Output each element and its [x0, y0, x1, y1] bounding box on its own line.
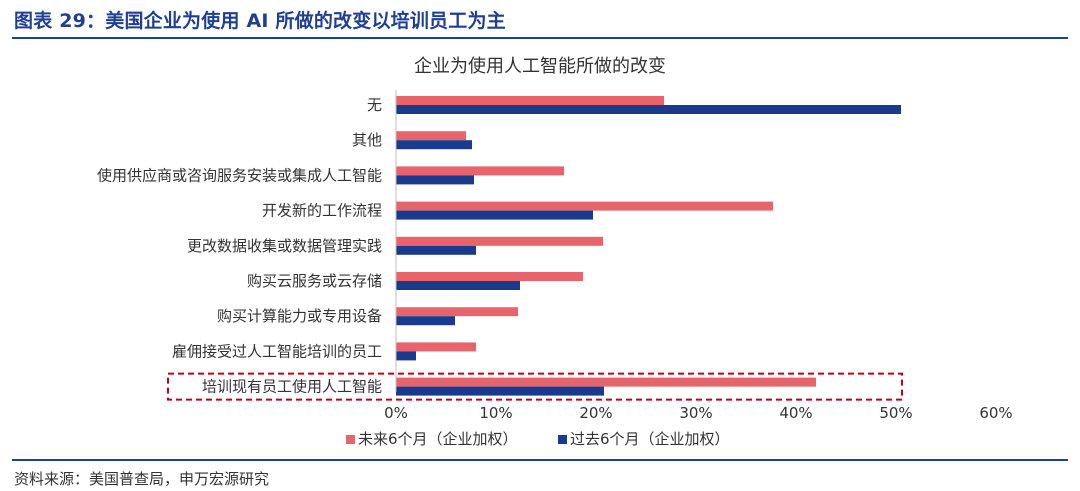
- figure-title: 图表 29：美国企业为使用 AI 所做的改变以培训员工为主: [14, 10, 506, 32]
- legend-label-0: 未来6个月（企业加权）: [358, 430, 518, 448]
- bar-chart: 企业为使用人工智能所做的改变 无其他使用供应商或咨询服务安装或集成人工智能开发新…: [97, 56, 1013, 448]
- category-label-8: 培训现有员工使用人工智能: [202, 378, 382, 396]
- bar-future-5: [396, 272, 583, 281]
- bar-past-6: [396, 316, 455, 326]
- category-label-5: 购买云服务或云存储: [247, 272, 382, 290]
- category-labels: 无其他使用供应商或咨询服务安装或集成人工智能开发新的工作流程更改数据收集或数据管…: [97, 96, 382, 396]
- category-label-3: 开发新的工作流程: [262, 202, 382, 220]
- legend-label-1: 过去6个月（企业加权）: [570, 430, 730, 448]
- bar-future-0: [396, 96, 664, 105]
- x-tick-label-0: 0%: [384, 404, 408, 422]
- x-tick-labels: 0% 10% 20% 30% 40% 50% 60%: [384, 404, 1013, 422]
- bar-past-7: [396, 351, 416, 361]
- title-rule: [12, 37, 1068, 39]
- legend-swatch-1: [558, 435, 567, 444]
- x-tick-label-4: 40%: [779, 404, 812, 422]
- bar-future-2: [396, 166, 564, 176]
- bar-future-1: [396, 131, 466, 141]
- bar-future-4: [396, 236, 603, 246]
- bar-past-1: [396, 140, 472, 150]
- legend-swatch-0: [346, 435, 355, 444]
- x-tick-label-6: 60%: [979, 404, 1012, 422]
- source-rule: [12, 459, 1068, 461]
- bar-future-6: [396, 307, 518, 317]
- bar-past-3: [396, 210, 593, 220]
- source-note: 资料来源：美国普查局，申万宏源研究: [14, 470, 270, 488]
- category-label-1: 其他: [352, 131, 382, 149]
- category-label-7: 雇佣接受过人工智能培训的员工: [172, 342, 382, 360]
- category-label-0: 无: [367, 96, 382, 114]
- bar-past-8: [396, 386, 604, 396]
- x-tick-label-2: 20%: [579, 404, 612, 422]
- category-label-4: 更改数据收集或数据管理实践: [187, 237, 382, 255]
- x-tick-label-3: 30%: [679, 404, 712, 422]
- category-label-2: 使用供应商或咨询服务安装或集成人工智能: [97, 166, 382, 184]
- bar-future-8: [396, 377, 816, 387]
- x-tick-label-1: 10%: [479, 404, 512, 422]
- x-tick-label-5: 50%: [879, 404, 912, 422]
- bar-past-2: [396, 175, 474, 185]
- bar-past-4: [396, 245, 476, 255]
- category-label-6: 购买计算能力或专用设备: [217, 307, 382, 325]
- bars-group: [396, 96, 901, 396]
- bar-past-0: [396, 105, 901, 114]
- bar-future-3: [396, 201, 773, 211]
- chart-title: 企业为使用人工智能所做的改变: [414, 56, 666, 77]
- bar-future-7: [396, 342, 476, 352]
- bar-past-5: [396, 281, 520, 290]
- legend: 未来6个月（企业加权） 过去6个月（企业加权）: [346, 430, 730, 448]
